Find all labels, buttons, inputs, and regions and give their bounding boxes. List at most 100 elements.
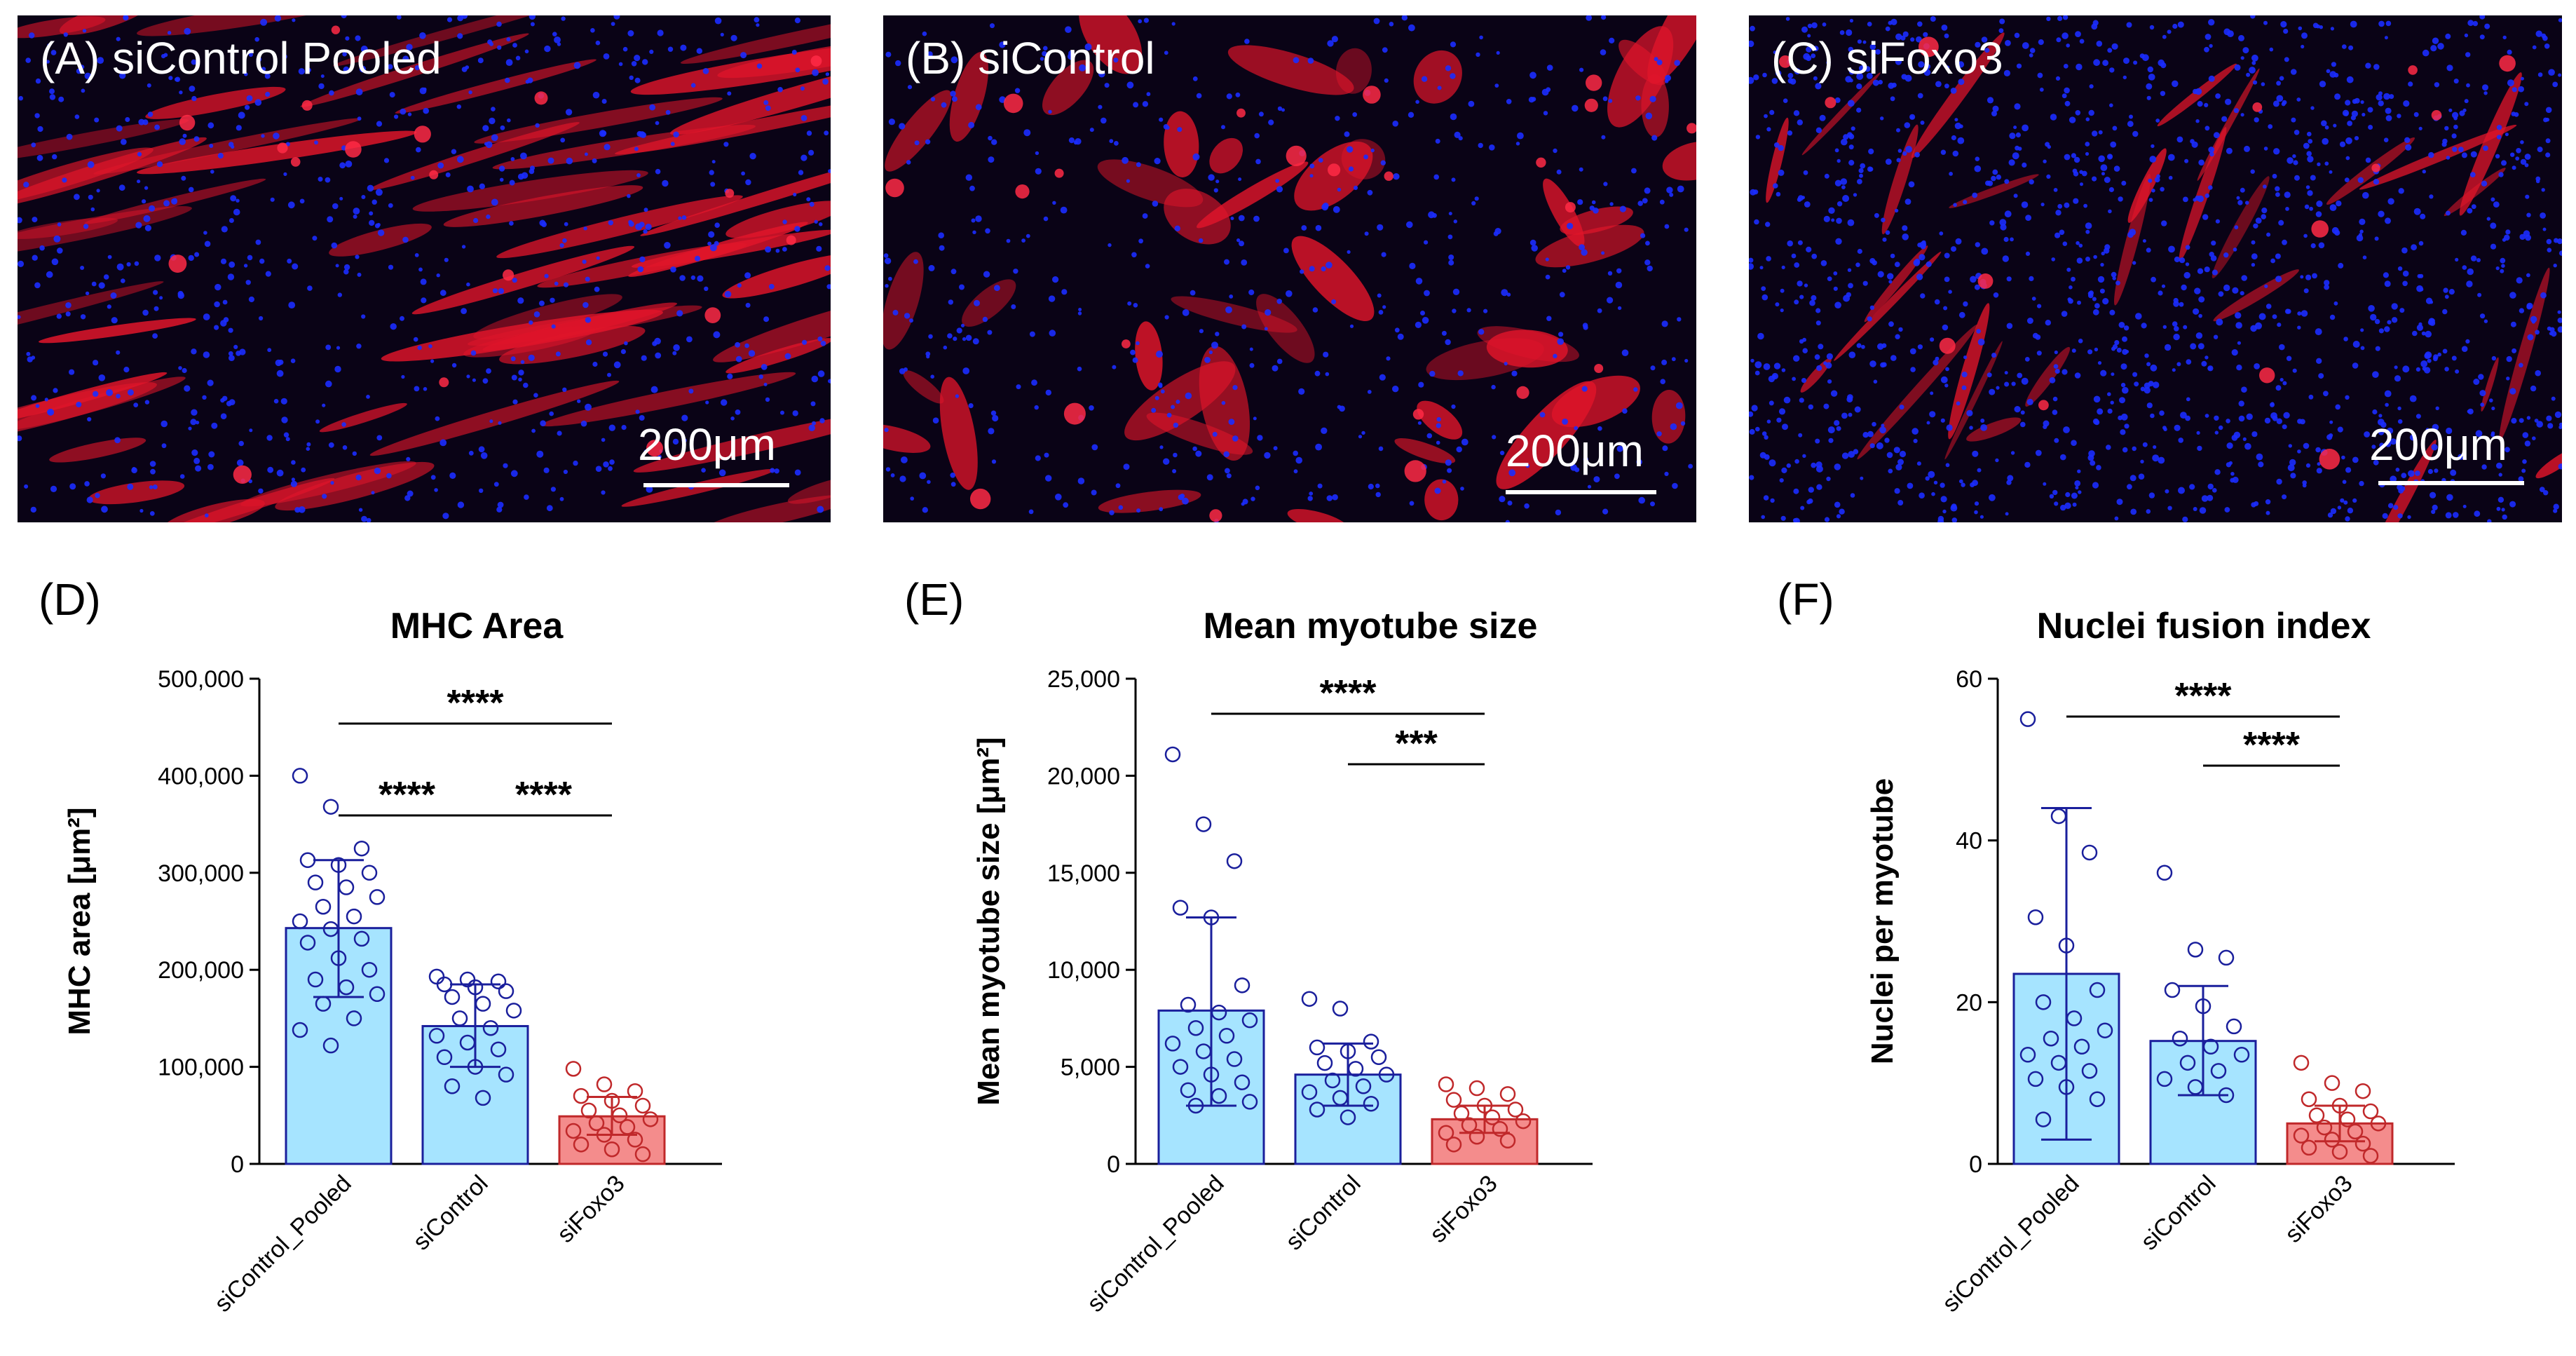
nucleus	[1587, 484, 1592, 489]
nucleus	[2165, 489, 2169, 494]
nucleus	[18, 95, 23, 101]
data-point	[1468, 1080, 1485, 1097]
nucleus	[1859, 173, 1863, 178]
nucleus	[1133, 303, 1138, 308]
nucleus	[1136, 162, 1141, 168]
nucleus	[1959, 124, 1963, 128]
nucleus	[724, 290, 732, 298]
nucleus	[2233, 108, 2239, 114]
nucleus	[595, 40, 601, 46]
nucleus	[2240, 187, 2245, 193]
nucleus	[2331, 62, 2336, 67]
nucleus	[1593, 476, 1600, 483]
nucleus	[1884, 438, 1890, 443]
nucleus	[2204, 355, 2209, 360]
nucleus	[388, 264, 394, 270]
nucleus	[47, 43, 51, 48]
nucleus	[329, 90, 334, 96]
nucleus	[2242, 437, 2247, 442]
nucleus	[1238, 215, 1245, 222]
nucleus	[1331, 299, 1337, 304]
myotube	[443, 185, 643, 227]
data-point	[1438, 1076, 1454, 1092]
nucleus	[2140, 386, 2146, 392]
nucleus	[1809, 299, 1815, 306]
nucleus	[664, 242, 671, 249]
nucleus	[2025, 251, 2031, 256]
myotube	[630, 42, 831, 95]
nucleus	[745, 179, 751, 186]
nucleus	[1136, 341, 1140, 346]
nucleus	[899, 123, 906, 130]
nucleus	[611, 22, 615, 26]
nucleus	[1749, 411, 1754, 417]
data-point	[2301, 1091, 2317, 1107]
nucleus	[260, 18, 268, 26]
nucleus	[1293, 450, 1298, 456]
nucleus	[191, 348, 197, 355]
nucleus	[507, 118, 511, 123]
scale-bar-b	[1506, 490, 1656, 494]
nucleus	[573, 62, 581, 69]
nucleus	[407, 112, 412, 116]
micrograph-a-image	[18, 15, 831, 522]
nucleus	[498, 287, 505, 294]
nucleus	[2074, 480, 2081, 487]
nucleus	[1861, 344, 1865, 349]
nucleus	[1858, 168, 1864, 173]
nucleus	[97, 57, 104, 64]
nucleus	[2546, 415, 2552, 421]
nucleus	[1347, 250, 1351, 254]
nucleus	[376, 435, 383, 441]
nucleus	[1393, 173, 1400, 180]
nucleus	[2114, 516, 2119, 521]
nucleus	[413, 337, 418, 342]
nucleus	[2025, 215, 2031, 221]
nucleus	[1834, 301, 1841, 309]
nucleus	[1232, 385, 1238, 391]
x-tick-label: siFoxo3	[552, 1170, 630, 1248]
nucleus	[2232, 287, 2239, 294]
nucleus	[2174, 256, 2180, 263]
nucleus	[1808, 404, 1813, 410]
nucleus	[1797, 280, 1803, 287]
myotube	[787, 474, 831, 504]
nucleus	[76, 68, 82, 74]
nucleus	[1152, 201, 1159, 207]
nucleus	[2297, 325, 2301, 330]
nucleus	[52, 154, 57, 160]
myotube	[1766, 117, 1789, 203]
nucleus	[1836, 514, 1841, 519]
nucleus	[1819, 114, 1826, 121]
nucleus	[756, 23, 760, 27]
nucleus	[114, 437, 121, 444]
bright-cell	[1516, 386, 1529, 400]
nucleus	[1511, 370, 1518, 377]
nucleus	[2052, 409, 2058, 415]
nucleus	[44, 398, 48, 402]
nucleus	[1118, 505, 1124, 510]
nucleus	[1766, 127, 1771, 132]
nucleus	[2559, 422, 2562, 427]
nucleus	[1367, 189, 1373, 196]
nucleus	[369, 211, 374, 216]
nucleus	[283, 432, 289, 438]
nucleus	[2416, 324, 2423, 331]
nucleus	[812, 69, 819, 76]
nucleus	[2301, 310, 2308, 317]
nucleus	[2235, 322, 2242, 329]
data-point	[596, 1076, 613, 1092]
nucleus	[35, 78, 41, 84]
nucleus	[758, 374, 763, 379]
nucleus	[194, 252, 200, 257]
nucleus	[1151, 407, 1157, 413]
nucleus	[1816, 484, 1822, 490]
nucleus	[2209, 151, 2214, 157]
nucleus	[1164, 50, 1168, 55]
nucleus	[2183, 271, 2190, 279]
bright-cell	[970, 488, 991, 510]
nucleus	[1940, 482, 1945, 488]
nucleus	[2132, 130, 2139, 137]
nucleus	[1268, 119, 1274, 126]
nucleus	[2053, 364, 2059, 369]
